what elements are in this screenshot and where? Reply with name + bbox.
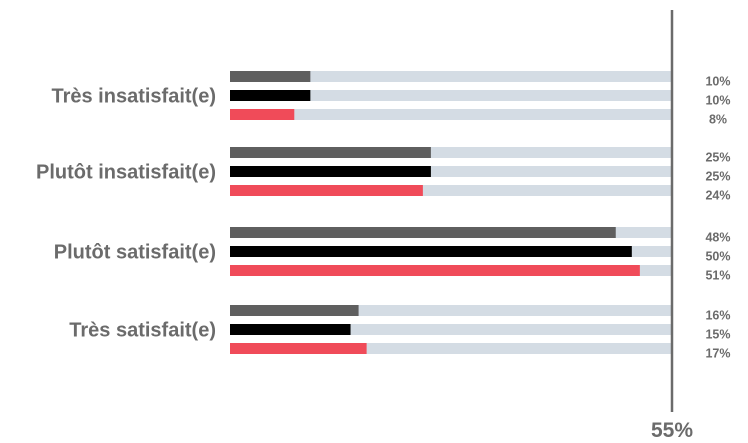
- value-label: 17%: [705, 347, 730, 361]
- bar-track: [230, 305, 672, 316]
- category-label: Plutôt satisfait(e): [54, 242, 216, 264]
- bar: [230, 343, 367, 354]
- bar-track: [230, 185, 672, 196]
- bar-track: [230, 343, 672, 354]
- bar-track: [230, 90, 672, 101]
- value-label: 25%: [705, 170, 730, 184]
- category-label: Très insatisfait(e): [51, 86, 216, 108]
- category-label: Plutôt insatisfait(e): [36, 162, 216, 184]
- bar: [230, 265, 640, 276]
- bars: [230, 71, 640, 354]
- value-label: 24%: [705, 189, 730, 203]
- bar: [230, 324, 351, 335]
- value-label: 51%: [705, 269, 730, 283]
- bar: [230, 305, 359, 316]
- bar: [230, 71, 311, 82]
- bar: [230, 227, 616, 238]
- bar-track: [230, 109, 672, 120]
- category-labels: Très insatisfait(e) Plutôt insatisfait(e)…: [36, 86, 216, 342]
- value-label: 15%: [705, 328, 730, 342]
- bar: [230, 147, 431, 158]
- bar: [230, 90, 311, 101]
- value-label: 10%: [705, 94, 730, 108]
- bar-track: [230, 324, 672, 335]
- value-label: 25%: [705, 151, 730, 165]
- axis-max-label: 55%: [651, 419, 693, 442]
- value-label: 8%: [709, 113, 727, 127]
- bar: [230, 246, 632, 257]
- bar-track: [230, 71, 672, 82]
- value-label: 48%: [705, 231, 730, 245]
- bar-track: [230, 166, 672, 177]
- bar: [230, 109, 295, 120]
- value-label: 50%: [705, 250, 730, 264]
- bar: [230, 166, 431, 177]
- value-label: 16%: [705, 309, 730, 323]
- category-label: Très satisfait(e): [69, 320, 216, 342]
- value-labels: 10% 10% 8% 25% 25% 24% 48% 50% 51% 16% 15% 17%: [705, 75, 730, 361]
- bar-track: [230, 147, 672, 158]
- bar: [230, 185, 423, 196]
- value-label: 10%: [705, 75, 730, 89]
